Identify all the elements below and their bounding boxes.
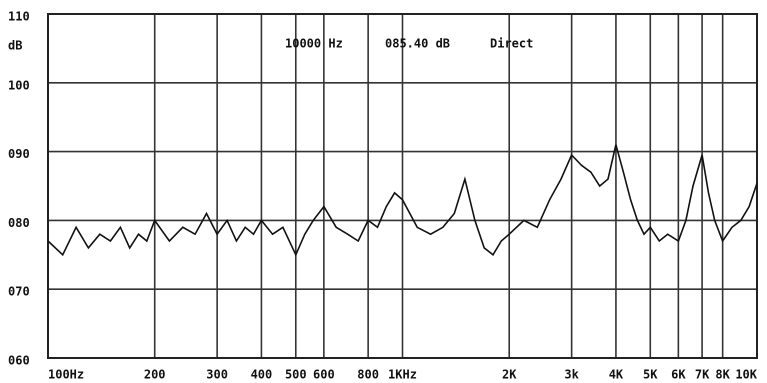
x-tick-label: 3k bbox=[564, 368, 579, 382]
x-tick-label: 8K bbox=[715, 368, 730, 382]
x-tick-label: 7K bbox=[695, 368, 710, 382]
x-tick-label: 1KHz bbox=[388, 368, 417, 382]
y-tick-label: 110 bbox=[8, 10, 30, 24]
x-tick-label: 300 bbox=[206, 368, 228, 382]
x-tick-label: 400 bbox=[251, 368, 273, 382]
x-tick-label: 600 bbox=[313, 368, 335, 382]
x-tick-label: 800 bbox=[357, 368, 379, 382]
annotation: Direct bbox=[490, 37, 533, 51]
x-tick-label: 2K bbox=[502, 368, 517, 382]
plot-frame bbox=[47, 13, 758, 359]
y-tick-label: 080 bbox=[8, 216, 30, 230]
response-line bbox=[47, 144, 758, 257]
x-tick-label: 5K bbox=[643, 368, 658, 382]
x-tick-label: 4K bbox=[609, 368, 624, 382]
annotation: 085.40 dB bbox=[385, 37, 450, 51]
y-unit: dB bbox=[8, 39, 22, 53]
y-tick-label: 070 bbox=[8, 285, 30, 299]
y-tick-label: 060 bbox=[8, 354, 30, 368]
y-tick-label: 100 bbox=[8, 78, 30, 92]
x-tick-label: 200 bbox=[144, 368, 166, 382]
y-tick-label: 090 bbox=[8, 147, 30, 161]
x-tick-label: 100Hz bbox=[48, 368, 84, 382]
x-tick-label: 500 bbox=[285, 368, 307, 382]
annotation: 10000 Hz bbox=[285, 37, 343, 51]
x-tick-label: 6K bbox=[671, 368, 686, 382]
x-tick-label: 10K bbox=[735, 368, 757, 382]
